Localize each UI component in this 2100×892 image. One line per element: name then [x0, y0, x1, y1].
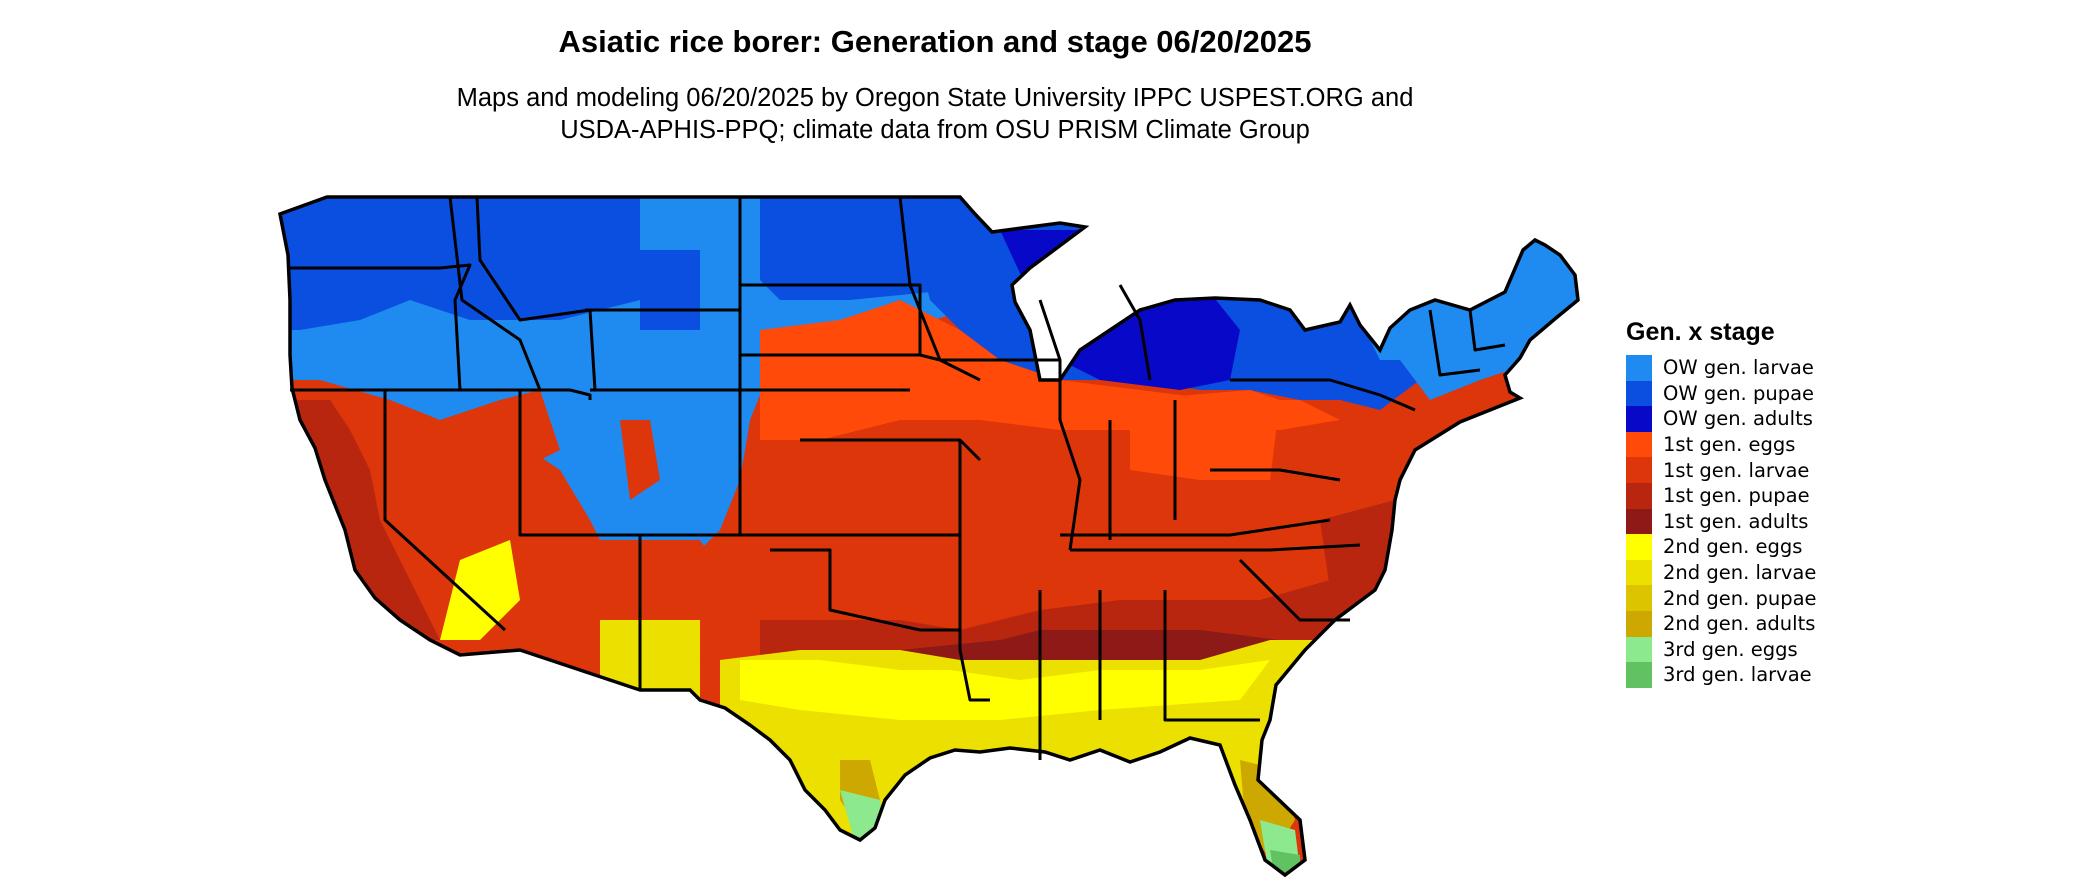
- zone-2nd-gen-larvae-arizona: [600, 620, 700, 700]
- us-map-svg: [278, 195, 1580, 877]
- legend-item: 1st gen. adults: [1626, 508, 1906, 535]
- zone-ow-gen-pupae-idaho: [640, 250, 700, 330]
- legend-items: OW gen. larvae OW gen. pupae OW gen. adult…: [1626, 355, 1906, 688]
- legend-swatch: [1626, 482, 1652, 509]
- border-tn-south: [1070, 543, 1361, 552]
- zone-1st-gen-larvae-nevada: [500, 390, 560, 470]
- legend-label: 1st gen. larvae: [1663, 458, 1810, 482]
- legend-item: 2nd gen. eggs: [1626, 534, 1906, 560]
- zone-1st-gen-eggs-ohio: [1130, 390, 1280, 480]
- zone-2nd-gen-eggs-california: [440, 540, 520, 640]
- legend-label: 2nd gen. pupae: [1663, 586, 1817, 610]
- legend-swatch: [1626, 585, 1652, 611]
- zone-1st-gen-pupae-california: [290, 400, 440, 640]
- border-nd-sd: [740, 283, 922, 355]
- subtitle-line-2: USDA-APHIS-PPQ; climate data from OSU PR…: [560, 116, 1310, 144]
- legend-label: 2nd gen. adults: [1663, 612, 1816, 636]
- state-borders: [290, 196, 1506, 760]
- border-ga-sc: [1238, 558, 1350, 622]
- border-ok-tx: [770, 548, 960, 632]
- legend-label: 2nd gen. eggs: [1663, 535, 1803, 559]
- zone-ow-gen-pupae-west: [280, 197, 640, 330]
- border-pa-ny: [1230, 378, 1416, 412]
- legend-label: 1st gen. pupae: [1663, 484, 1810, 508]
- legend-swatch: [1626, 457, 1652, 483]
- legend-swatch: [1626, 559, 1652, 586]
- legend-item: 2nd gen. adults: [1626, 610, 1906, 637]
- legend-label: 1st gen. eggs: [1663, 433, 1796, 457]
- zone-2nd-gen-eggs-south: [740, 660, 1270, 720]
- legend-swatch: [1626, 355, 1652, 381]
- us-map: [270, 180, 1610, 892]
- border-il-in: [1038, 299, 1082, 551]
- legend-swatch: [1626, 662, 1652, 688]
- legend-item: 1st gen. eggs: [1626, 431, 1906, 458]
- legend-swatch: [1626, 406, 1652, 432]
- legend: Gen. x stage OW gen. larvae OW gen. pupae…: [1626, 318, 1906, 688]
- border-az-nm: [518, 390, 770, 537]
- zone-1st-gen-larvae-utah: [620, 420, 660, 500]
- legend-label: 2nd gen. larvae: [1663, 561, 1817, 585]
- border-mt-id: [475, 196, 597, 391]
- legend-item: 1st gen. pupae: [1626, 482, 1906, 509]
- map-title: Asiatic rice borer: Generation and stage…: [558, 24, 1312, 59]
- border-id: [448, 196, 542, 391]
- legend-item: OW gen. pupae: [1626, 380, 1906, 407]
- legend-item: 3rd gen. eggs: [1626, 636, 1906, 663]
- legend-swatch: [1626, 508, 1652, 535]
- legend-swatch: [1626, 610, 1652, 637]
- legend-label: 3rd gen. larvae: [1663, 663, 1812, 687]
- border-wv-va: [1210, 468, 1341, 482]
- legend-label: OW gen. pupae: [1663, 381, 1815, 405]
- legend-item: 2nd gen. larvae: [1626, 559, 1906, 586]
- legend-item: 2nd gen. pupae: [1626, 585, 1906, 611]
- border-mn-ia: [898, 196, 1060, 362]
- legend-swatch: [1626, 431, 1652, 458]
- legend-item: OW gen. larvae: [1626, 355, 1906, 381]
- border-al-ga: [1163, 590, 1260, 722]
- legend-title: Gen. x stage: [1626, 318, 1775, 346]
- legend-label: 3rd gen. eggs: [1663, 637, 1798, 661]
- legend-label: OW gen. adults: [1663, 407, 1813, 431]
- border-michigan: [1118, 284, 1152, 381]
- legend-item: OW gen. adults: [1626, 406, 1906, 432]
- legend-swatch: [1626, 534, 1652, 560]
- legend-item: 1st gen. larvae: [1626, 457, 1906, 483]
- legend-swatch: [1626, 380, 1652, 407]
- map-subtitle: Maps and modeling 06/20/2025 by Oregon S…: [0, 82, 1870, 146]
- border-sd-ne: [740, 353, 981, 382]
- border-wa-or: [290, 263, 472, 391]
- subtitle-line-1: Maps and modeling 06/20/2025 by Oregon S…: [456, 84, 1414, 112]
- legend-label: 1st gen. adults: [1663, 509, 1809, 533]
- border-ny-vt: [1428, 309, 1481, 377]
- border-ca-nv: [383, 390, 507, 632]
- border-ky-tn: [1060, 518, 1331, 537]
- border-or-ca-nv: [290, 388, 592, 400]
- border-new-england: [1468, 309, 1506, 352]
- legend-label: OW gen. larvae: [1663, 356, 1814, 380]
- legend-item: 3rd gen. larvae: [1626, 662, 1906, 688]
- border-mo-ar: [958, 440, 990, 702]
- legend-swatch: [1626, 636, 1652, 663]
